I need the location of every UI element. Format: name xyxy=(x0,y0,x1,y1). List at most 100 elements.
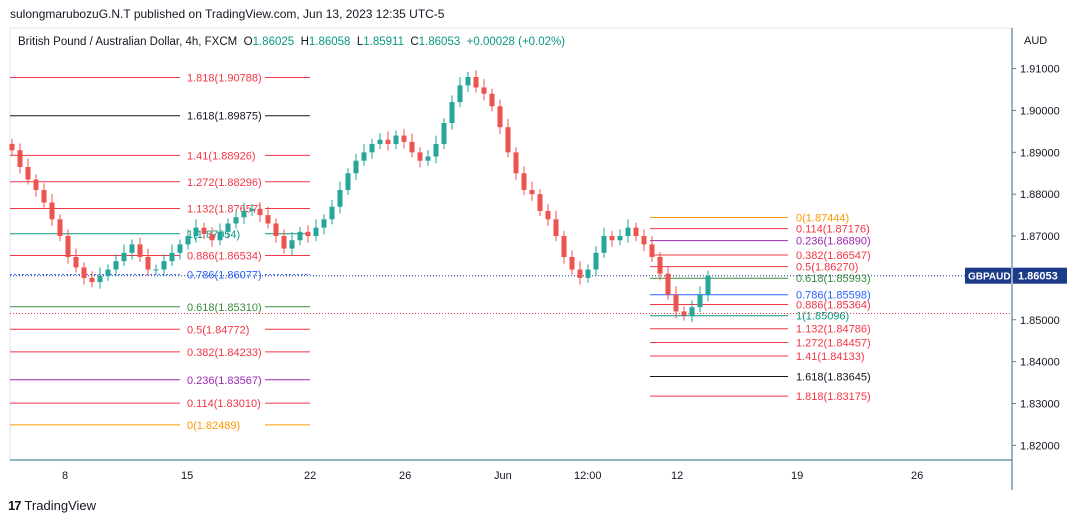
candle-body[interactable] xyxy=(225,223,231,232)
legend-part: H xyxy=(301,36,309,48)
candle-body[interactable] xyxy=(369,143,375,153)
candle-body[interactable] xyxy=(289,240,295,249)
candle-body[interactable] xyxy=(177,244,183,253)
candle-body[interactable] xyxy=(65,236,71,257)
legend-part: British Pound / Australian Dollar, 4h, F… xyxy=(18,36,244,48)
candle-body[interactable] xyxy=(601,236,607,253)
candle-body[interactable] xyxy=(121,252,127,262)
candle-body[interactable] xyxy=(217,231,223,241)
candle-body[interactable] xyxy=(41,190,47,203)
candle-body[interactable] xyxy=(57,219,63,237)
candle-body[interactable] xyxy=(265,215,271,224)
candle-body[interactable] xyxy=(425,156,431,161)
candle-body[interactable] xyxy=(641,236,647,245)
candle-body[interactable] xyxy=(681,311,687,316)
candle-body[interactable] xyxy=(33,179,39,190)
candle-body[interactable] xyxy=(393,135,399,144)
candle-body[interactable] xyxy=(481,87,487,94)
candle-body[interactable] xyxy=(705,275,711,295)
candle-body[interactable] xyxy=(537,194,543,211)
candle-body[interactable] xyxy=(441,123,447,144)
candle-body[interactable] xyxy=(561,236,567,257)
candle-body[interactable] xyxy=(105,269,111,276)
candle-body[interactable] xyxy=(169,252,175,262)
candle-body[interactable] xyxy=(401,135,407,142)
fib-right-label: 1(1.85096) xyxy=(796,311,849,323)
candle-body[interactable] xyxy=(209,233,215,241)
candle-body[interactable] xyxy=(17,150,23,167)
candle-body[interactable] xyxy=(577,269,583,278)
candle-body[interactable] xyxy=(249,208,255,211)
candle-body[interactable] xyxy=(585,269,591,278)
candle-body[interactable] xyxy=(153,269,159,271)
candle-body[interactable] xyxy=(689,307,695,316)
candle-body[interactable] xyxy=(697,294,703,308)
candle-body[interactable] xyxy=(385,139,391,144)
candle-body[interactable] xyxy=(593,252,599,270)
candle-body[interactable] xyxy=(49,202,55,220)
candle-body[interactable] xyxy=(417,152,423,161)
candle-body[interactable] xyxy=(145,256,151,270)
candle-body[interactable] xyxy=(409,141,415,153)
candle-body[interactable] xyxy=(569,256,575,270)
tradingview-logo-icon: 17 xyxy=(8,498,22,513)
candle-body[interactable] xyxy=(193,227,199,237)
candle-body[interactable] xyxy=(9,143,15,151)
candle-body[interactable] xyxy=(665,273,671,295)
candle-body[interactable] xyxy=(489,93,495,107)
tradingview-brand[interactable]: 17 TradingView xyxy=(8,498,96,513)
fib-left-label: 0.114(1.83010) xyxy=(187,398,261,410)
candle-body[interactable] xyxy=(617,236,623,241)
candle-body[interactable] xyxy=(545,210,551,220)
candle-body[interactable] xyxy=(457,85,463,103)
candle-body[interactable] xyxy=(505,127,511,153)
y-tick-label: 1.84000 xyxy=(1020,357,1060,369)
candle-body[interactable] xyxy=(345,173,351,190)
candle-body[interactable] xyxy=(329,206,335,220)
candle-body[interactable] xyxy=(273,223,279,237)
candle-body[interactable] xyxy=(449,102,455,124)
candle-body[interactable] xyxy=(673,294,679,312)
candle-body[interactable] xyxy=(137,244,143,257)
candle-body[interactable] xyxy=(633,227,639,237)
candle-body[interactable] xyxy=(25,166,31,180)
candle-body[interactable] xyxy=(233,217,239,224)
candle-body[interactable] xyxy=(97,275,103,283)
candle-body[interactable] xyxy=(201,227,207,234)
candle-body[interactable] xyxy=(609,236,615,241)
candle-body[interactable] xyxy=(73,256,79,268)
candle-body[interactable] xyxy=(553,219,559,237)
candle-body[interactable] xyxy=(113,261,119,270)
fib-left-label: 0.886(1.86534) xyxy=(187,251,262,263)
candle-body[interactable] xyxy=(161,261,167,270)
candle-body[interactable] xyxy=(353,160,359,174)
candle-body[interactable] xyxy=(513,152,519,174)
candle-body[interactable] xyxy=(241,210,247,218)
candle-body[interactable] xyxy=(297,231,303,241)
candle-body[interactable] xyxy=(257,208,263,216)
legend-part: L xyxy=(357,36,364,48)
candle-body[interactable] xyxy=(377,139,383,144)
candle-body[interactable] xyxy=(649,244,655,257)
candle-body[interactable] xyxy=(529,190,535,195)
candle-body[interactable] xyxy=(313,227,319,237)
candle-body[interactable] xyxy=(625,227,631,237)
candle-body[interactable] xyxy=(81,267,87,278)
candle-body[interactable] xyxy=(657,256,663,274)
candle-body[interactable] xyxy=(465,76,471,86)
candle-body[interactable] xyxy=(89,277,95,283)
candle-body[interactable] xyxy=(497,106,503,128)
candle-body[interactable] xyxy=(521,173,527,190)
x-tick-label: 26 xyxy=(399,470,411,482)
candle-body[interactable] xyxy=(361,152,367,161)
candle-body[interactable] xyxy=(281,236,287,249)
currency-label: AUD xyxy=(1024,35,1047,47)
candle-body[interactable] xyxy=(185,236,191,245)
candle-body[interactable] xyxy=(433,143,439,157)
candle-body[interactable] xyxy=(321,219,327,228)
candle-body[interactable] xyxy=(473,76,479,88)
candle-body[interactable] xyxy=(129,244,135,253)
candle-body[interactable] xyxy=(337,190,343,207)
candle-body[interactable] xyxy=(305,231,311,237)
